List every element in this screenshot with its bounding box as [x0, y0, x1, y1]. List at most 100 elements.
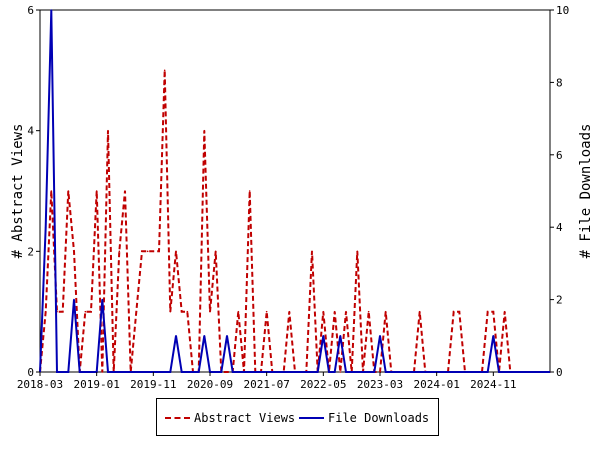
data-point-file-downloads	[509, 371, 512, 373]
x-tick-label: 2018-03	[17, 378, 63, 391]
data-point-file-downloads	[237, 371, 240, 373]
data-point-abstract-views	[203, 129, 206, 132]
data-point-abstract-views	[265, 310, 268, 313]
data-point-abstract-views	[452, 310, 455, 313]
data-point-file-downloads	[180, 371, 183, 373]
data-point-file-downloads	[469, 371, 472, 373]
data-point-abstract-views	[418, 310, 421, 313]
data-point-file-downloads	[350, 371, 353, 373]
right-axis-title: # File Downloads	[578, 124, 594, 259]
data-point-file-downloads	[84, 371, 87, 373]
data-point-file-downloads	[543, 371, 546, 373]
legend-item-abstract-views: Abstract Views	[165, 410, 295, 426]
data-point-file-downloads	[231, 371, 234, 373]
data-point-file-downloads	[67, 371, 70, 373]
data-point-file-downloads	[186, 371, 189, 373]
data-point-file-downloads	[367, 371, 370, 373]
data-point-file-downloads	[305, 371, 308, 373]
right-tick-label: 4	[556, 221, 563, 234]
data-point-file-downloads	[475, 371, 478, 373]
data-point-file-downloads	[197, 371, 200, 373]
data-point-file-downloads	[169, 371, 172, 373]
data-point-abstract-views	[458, 310, 461, 313]
data-point-file-downloads	[379, 335, 381, 337]
data-point-abstract-views	[339, 371, 342, 373]
x-axis: 2018-03 2019-01 2019-11 2020-09 2021-07 2022-…	[17, 372, 517, 391]
right-tick-label: 2	[556, 294, 563, 307]
data-point-file-downloads	[458, 371, 461, 373]
data-point-abstract-views	[209, 310, 211, 313]
data-point-file-downloads	[56, 371, 58, 373]
data-point-file-downloads	[243, 371, 245, 373]
data-point-file-downloads	[146, 371, 149, 373]
data-point-file-downloads	[141, 371, 143, 373]
data-point-abstract-views	[50, 190, 53, 192]
data-point-abstract-views	[175, 250, 177, 253]
data-point-abstract-views	[61, 310, 64, 313]
data-point-file-downloads	[90, 371, 92, 373]
data-point-file-downloads	[101, 298, 104, 301]
x-tick-label: 2022-05	[300, 378, 346, 391]
x-tick-label: 2020-09	[187, 378, 233, 391]
data-point-file-downloads	[135, 371, 138, 373]
legend-label-file-downloads: File Downloads	[328, 411, 430, 425]
data-point-file-downloads	[396, 371, 398, 373]
data-point-abstract-views	[146, 250, 149, 253]
data-point-abstract-views	[333, 310, 336, 313]
data-point-file-downloads	[203, 335, 206, 337]
data-point-file-downloads	[373, 371, 376, 373]
data-point-file-downloads	[158, 371, 160, 373]
data-point-abstract-views	[158, 250, 160, 253]
right-tick-label: 6	[556, 149, 563, 162]
data-point-abstract-views	[186, 310, 189, 313]
left-y-axis: 0 2 4 6	[27, 4, 40, 379]
data-point-file-downloads	[430, 371, 432, 373]
data-point-file-downloads	[271, 371, 274, 373]
data-point-file-downloads	[424, 371, 427, 373]
data-point-abstract-views	[90, 310, 92, 313]
data-point-abstract-views	[226, 371, 228, 373]
data-point-file-downloads	[277, 371, 279, 373]
data-point-file-downloads	[163, 371, 166, 373]
data-point-file-downloads	[532, 371, 534, 373]
x-tick-label: 2019-01	[73, 378, 119, 391]
data-point-file-downloads	[401, 371, 404, 373]
data-point-file-downloads	[384, 371, 387, 373]
left-tick-label: 2	[27, 245, 34, 258]
right-y-axis: 0 2 4 6 8 10	[550, 4, 569, 379]
data-point-abstract-views	[101, 371, 104, 373]
data-point-abstract-views	[384, 310, 387, 313]
x-tick-label: 2024-01	[413, 378, 459, 391]
data-point-file-downloads	[254, 371, 257, 373]
data-point-abstract-views	[492, 310, 495, 313]
data-point-file-downloads	[107, 371, 109, 373]
data-point-file-downloads	[260, 371, 262, 373]
data-point-file-downloads	[316, 371, 319, 373]
legend: Abstract Views File Downloads	[156, 398, 439, 436]
x-tick-label: 2019-11	[130, 378, 176, 391]
data-point-abstract-views	[367, 310, 370, 313]
series-layer	[39, 9, 551, 373]
left-tick-label: 4	[27, 125, 34, 138]
data-point-file-downloads	[124, 371, 126, 373]
data-point-abstract-views	[141, 250, 143, 253]
data-point-abstract-views	[237, 310, 240, 313]
data-point-file-downloads	[486, 371, 489, 373]
data-point-file-downloads	[129, 371, 132, 373]
data-point-file-downloads	[282, 371, 285, 373]
data-point-file-downloads	[333, 371, 336, 373]
data-point-file-downloads	[503, 371, 506, 373]
data-point-abstract-views	[124, 190, 126, 192]
data-point-abstract-views	[107, 129, 109, 132]
data-point-file-downloads	[118, 371, 121, 373]
data-point-file-downloads	[498, 371, 500, 373]
data-point-abstract-views	[503, 310, 506, 313]
legend-label-abstract-views: Abstract Views	[194, 411, 296, 425]
data-point-abstract-views	[44, 310, 47, 313]
data-point-abstract-views	[118, 250, 121, 253]
data-point-file-downloads	[481, 371, 483, 373]
data-point-abstract-views	[248, 190, 251, 192]
data-point-file-downloads	[73, 298, 75, 301]
data-point-abstract-views	[152, 250, 155, 253]
